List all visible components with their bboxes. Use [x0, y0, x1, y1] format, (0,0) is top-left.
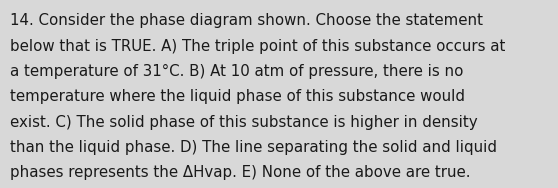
Text: a temperature of 31°C. B) At 10 atm of pressure, there is no: a temperature of 31°C. B) At 10 atm of p…	[10, 64, 463, 79]
Text: 14. Consider the phase diagram shown. Choose the statement: 14. Consider the phase diagram shown. Ch…	[10, 13, 483, 28]
Text: below that is TRUE. A) The triple point of this substance occurs at: below that is TRUE. A) The triple point …	[10, 39, 506, 54]
Text: than the liquid phase. D) The line separating the solid and liquid: than the liquid phase. D) The line separ…	[10, 140, 497, 155]
Text: exist. C) The solid phase of this substance is higher in density: exist. C) The solid phase of this substa…	[10, 115, 478, 130]
Text: temperature where the liquid phase of this substance would: temperature where the liquid phase of th…	[10, 89, 465, 104]
Text: phases represents the ΔHvap. E) None of the above are true.: phases represents the ΔHvap. E) None of …	[10, 165, 470, 180]
